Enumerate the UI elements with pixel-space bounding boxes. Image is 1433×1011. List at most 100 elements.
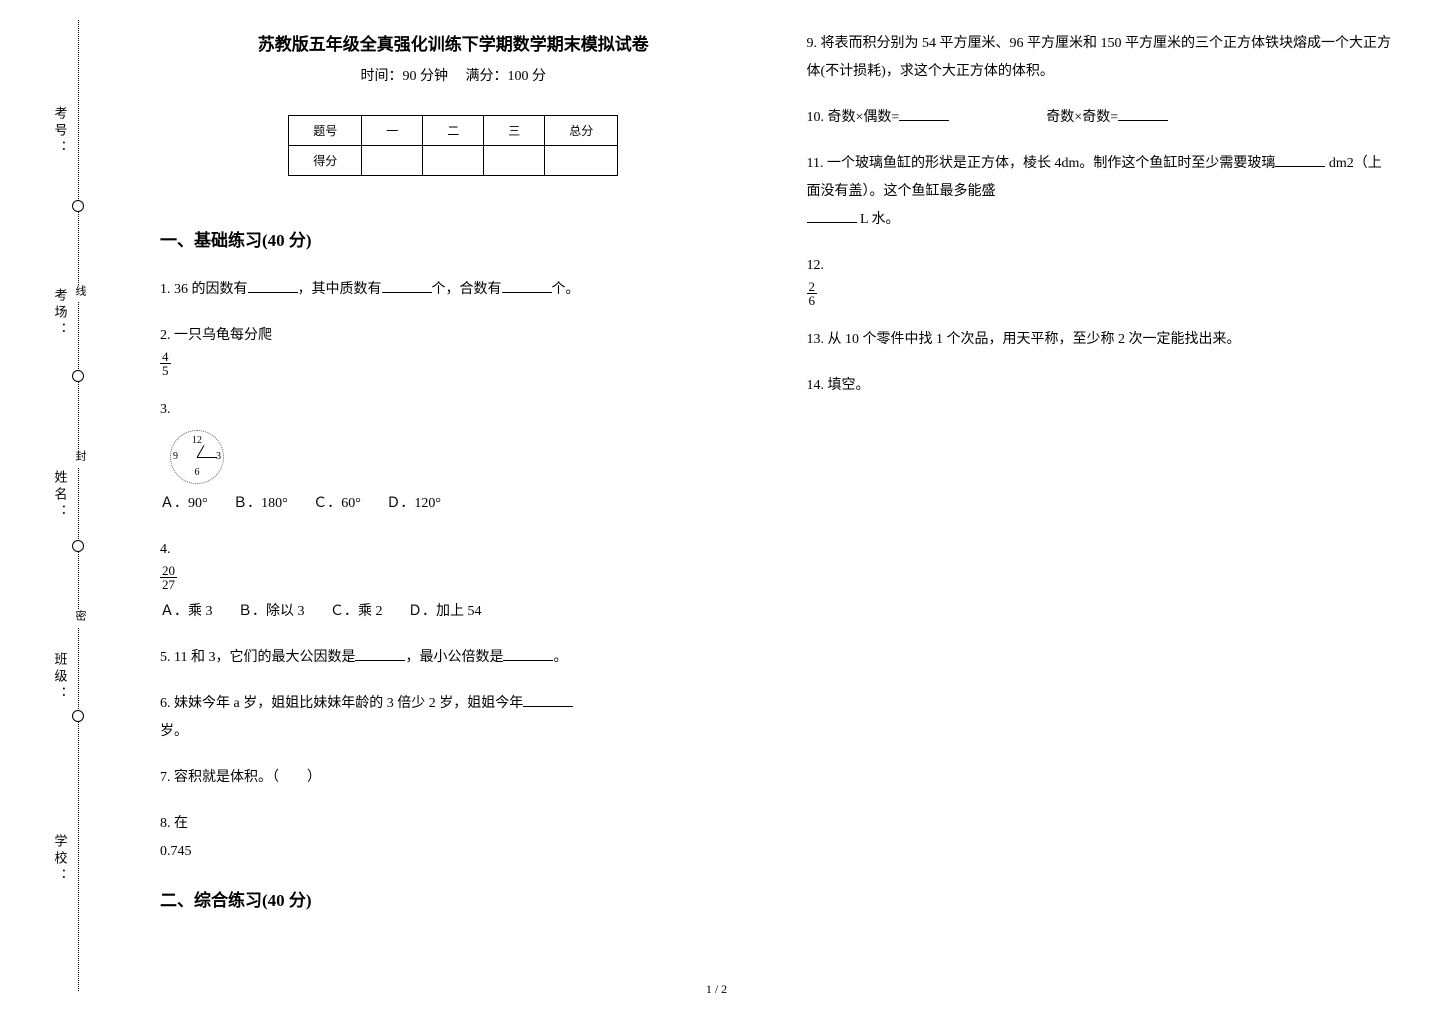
clock-icon: 12 3 6 9 (170, 430, 224, 484)
score-col-4: 总分 (545, 116, 618, 146)
q12-frac-num: 2 (807, 280, 818, 294)
q4-options: Ａ．乘 3 Ｂ．除以 3 Ｃ．乘 2 Ｄ．加上 54 (160, 598, 747, 626)
q2-text: 2. 一只乌龟每分爬 (160, 322, 747, 350)
question-14: 14. 填空。 (807, 372, 1394, 400)
binding-label-room: 考场： (51, 288, 70, 339)
question-6: 6. 妹妹今年 a 岁，姐姐比妹妹年龄的 3 倍少 2 岁，姐姐今年 岁。 (160, 690, 747, 746)
question-5: 5. 11 和 3，它们的最大公因数是 ，最小公倍数是 。 (160, 644, 747, 672)
question-3: 3. 12 3 6 9 Ａ．90° Ｂ．180° Ｃ．60° Ｄ．120° (160, 396, 747, 518)
q3-opt-b: Ｂ．180° (233, 496, 288, 511)
q4-opt-d: Ｄ．加上 54 (408, 604, 482, 619)
q6-text-b: 岁。 (160, 724, 188, 739)
q1-blank-2 (382, 279, 432, 293)
q5-text-c: 。 (553, 650, 567, 665)
q11-text-c: L 水。 (857, 212, 900, 227)
binding-circle-0 (72, 200, 84, 212)
q1-text-a: 1. 36 的因数有 (160, 282, 248, 297)
q4-opt-a: Ａ．乘 3 (160, 604, 213, 619)
binding-circle-2 (72, 540, 84, 552)
q4-fraction: 2027 (160, 564, 177, 591)
score-cell-2 (423, 146, 484, 176)
q5-text-a: 5. 11 和 3，它们的最大公因数是 (160, 650, 355, 665)
q4-text: 4. (160, 536, 747, 564)
q5-blank-2 (503, 647, 553, 661)
q8-text: 8. 在 (160, 810, 747, 838)
q2-frac-num: 4 (160, 350, 171, 364)
q4-opt-c: Ｃ．乘 2 (330, 604, 383, 619)
question-7: 7. 容积就是体积。（ ） (160, 764, 747, 792)
q1-blank-3 (502, 279, 552, 293)
q11-text-a: 11. 一个玻璃鱼缸的形状是正方体，棱长 4dm。制作这个鱼缸时至少需要玻璃 (807, 156, 1276, 171)
q4-frac-num: 20 (160, 564, 177, 578)
binding-margin: 考号： 考场： 姓名： 班级： 学校： 密 封 线 (0, 0, 120, 1011)
question-12: 12. 26 (807, 252, 1394, 308)
question-2: 2. 一只乌龟每分爬 45 (160, 322, 747, 378)
question-10: 10. 奇数×偶数= 奇数×奇数= (807, 104, 1394, 132)
score-cell-4 (545, 146, 618, 176)
score-cell-3 (484, 146, 545, 176)
q1-blank-1 (248, 279, 298, 293)
binding-dash-line (78, 20, 79, 991)
q1-text-c: 个，合数有 (432, 282, 502, 297)
q11-blank-1 (1275, 153, 1325, 167)
q12-frac-den: 6 (807, 294, 818, 307)
binding-circle-3 (72, 710, 84, 722)
exam-time: 时间：90 分钟 (361, 69, 449, 84)
q2-frac-den: 5 (160, 364, 171, 377)
q3-opt-c: Ｃ．60° (313, 496, 361, 511)
clock-9: 9 (173, 447, 178, 467)
q4-frac-den: 27 (160, 578, 177, 591)
section-2-heading: 二、综合练习(40 分) (160, 886, 747, 911)
q3-opt-d: Ｄ．120° (386, 496, 441, 511)
q4-opt-b: Ｂ．除以 3 (238, 604, 305, 619)
question-8: 8. 在 0.745 (160, 810, 747, 866)
q1-text-d: 个。 (552, 282, 580, 297)
q11-blank-2 (807, 209, 857, 223)
score-col-1: 一 (362, 116, 423, 146)
question-13: 13. 从 10 个零件中找 1 个次品，用天平称，至少称 2 次一定能找出来。 (807, 326, 1394, 354)
exam-title: 苏教版五年级全真强化训练下学期数学期末模拟试卷 (160, 30, 747, 55)
binding-seal-char-2: 线 (72, 285, 88, 302)
exam-fullmark: 满分：100 分 (466, 69, 547, 84)
q6-text-a: 6. 妹妹今年 a 岁，姐姐比妹妹年龄的 3 倍少 2 岁，姐姐今年 (160, 696, 523, 711)
q6-blank (523, 693, 573, 707)
binding-vertical-labels: 考号： 考场： 姓名： 班级： 学校： (0, 0, 120, 1011)
question-4: 4. 2027 Ａ．乘 3 Ｂ．除以 3 Ｃ．乘 2 Ｄ．加上 54 (160, 536, 747, 626)
clock-minute-hand (197, 457, 217, 458)
clock-6: 6 (195, 463, 200, 483)
q1-text-b: ，其中质数有 (298, 282, 382, 297)
score-col-0: 题号 (289, 116, 362, 146)
q3-options: Ａ．90° Ｂ．180° Ｃ．60° Ｄ．120° (160, 490, 747, 518)
exam-subtitle: 时间：90 分钟 满分：100 分 (160, 65, 747, 85)
binding-seal-char-1: 封 (72, 450, 88, 467)
question-9: 9. 将表而积分别为 54 平方厘米、96 平方厘米和 150 平方厘米的三个正… (807, 30, 1394, 86)
binding-label-name: 姓名： (51, 470, 70, 521)
binding-label-school: 学校： (51, 834, 70, 885)
question-11: 11. 一个玻璃鱼缸的形状是正方体，棱长 4dm。制作这个鱼缸时至少需要玻璃 d… (807, 150, 1394, 234)
binding-seal-char-0: 密 (72, 610, 88, 627)
q12-fraction: 26 (807, 280, 818, 307)
q2-fraction: 45 (160, 350, 171, 377)
q10-text-b: 奇数×奇数= (1046, 110, 1118, 125)
page-number: 1 / 2 (706, 982, 727, 997)
score-cell-1 (362, 146, 423, 176)
binding-label-exam-id: 考号： (51, 106, 70, 157)
q10-text-a: 10. 奇数×偶数= (807, 110, 900, 125)
question-1: 1. 36 的因数有 ，其中质数有 个，合数有 个。 (160, 276, 747, 304)
q8-value: 0.745 (160, 838, 747, 866)
q5-blank-1 (355, 647, 405, 661)
page-content: 苏教版五年级全真强化训练下学期数学期末模拟试卷 时间：90 分钟 满分：100 … (140, 0, 1433, 940)
q3-opt-a: Ａ．90° (160, 496, 208, 511)
score-row-label: 得分 (289, 146, 362, 176)
q10-blank-2 (1118, 107, 1168, 121)
score-col-2: 二 (423, 116, 484, 146)
score-col-3: 三 (484, 116, 545, 146)
q12-text: 12. (807, 252, 1394, 280)
binding-label-class: 班级： (51, 652, 70, 703)
section-1-heading: 一、基础练习(40 分) (160, 226, 747, 251)
binding-circle-1 (72, 370, 84, 382)
q5-text-b: ，最小公倍数是 (405, 650, 503, 665)
q10-blank-1 (899, 107, 949, 121)
q3-text: 3. (160, 396, 747, 424)
score-table: 题号 一 二 三 总分 得分 (288, 115, 618, 176)
